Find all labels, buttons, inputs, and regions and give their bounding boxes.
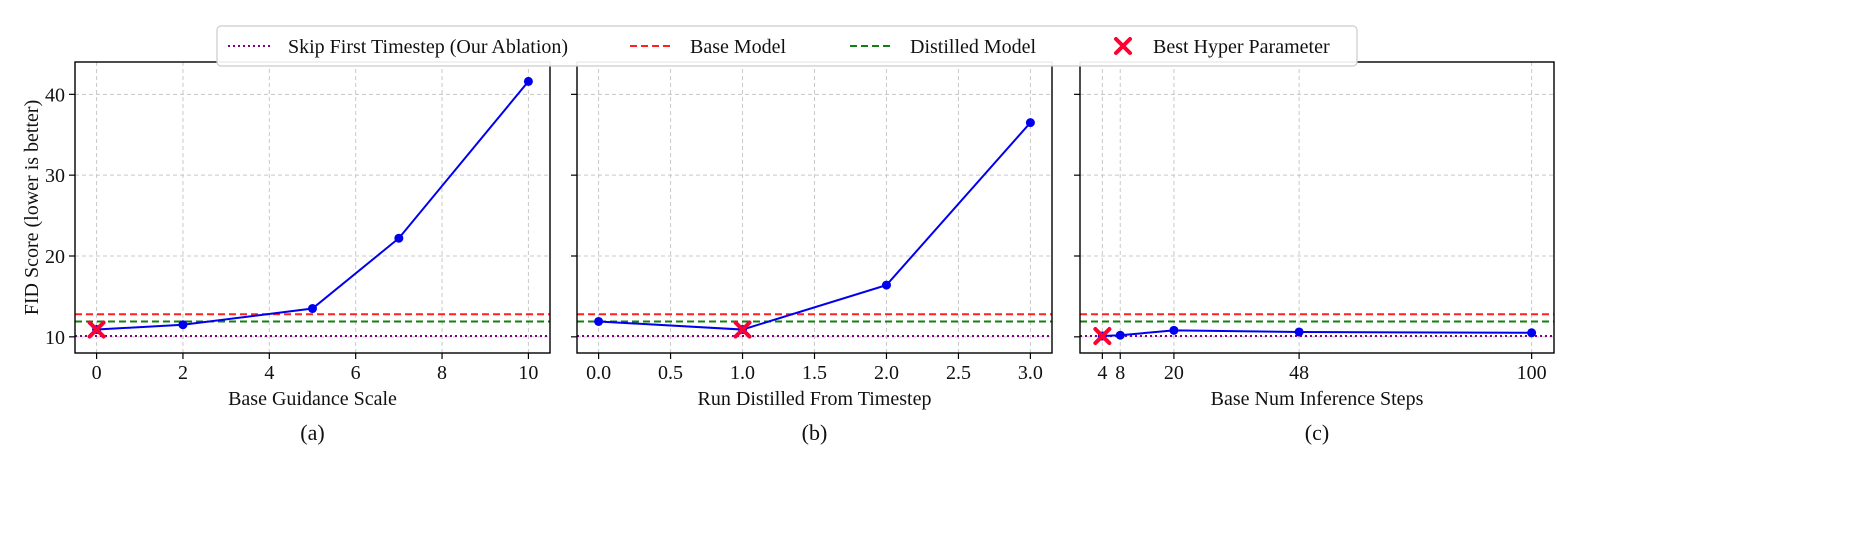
legend-label: Skip First Timestep (Our Ablation) xyxy=(288,36,568,58)
best-marker-stroke xyxy=(733,320,752,339)
best-hyper-parameter-marker xyxy=(1093,327,1112,346)
data-point xyxy=(1527,328,1537,338)
series-line xyxy=(598,121,1032,331)
x-tick-label: 6 xyxy=(351,362,361,384)
legend-label: Best Hyper Parameter xyxy=(1153,36,1330,58)
x-tick-label: 0.5 xyxy=(658,362,683,384)
x-tick-label: 0 xyxy=(92,362,102,384)
data-point xyxy=(1025,118,1035,128)
panel-a: 0 2 4 6 8 10 10 20 30 40 Base Guidance Scale (a) FID… xyxy=(21,61,551,445)
x-axis-label: Run Distilled From Timestep xyxy=(698,388,932,410)
panel-caption: (b) xyxy=(802,420,828,445)
data-point xyxy=(1169,325,1179,335)
data-point xyxy=(881,280,891,290)
data-point xyxy=(1294,327,1304,337)
y-tick-label: 40 xyxy=(45,84,65,106)
x-tick-label: 48 xyxy=(1289,362,1309,384)
x-tick-label: 8 xyxy=(437,362,447,384)
x-tick-label: 1.5 xyxy=(802,362,827,384)
legend-item-3: Best Hyper Parameter xyxy=(1114,36,1330,58)
y-tick-label: 30 xyxy=(45,165,65,187)
x-tick-label: 3.0 xyxy=(1018,362,1043,384)
legend-item-1: Base Model xyxy=(630,36,787,58)
data-point xyxy=(394,233,404,243)
legend-item-0: Skip First Timestep (Our Ablation) xyxy=(228,36,568,58)
data-point xyxy=(308,304,317,314)
x-tick-label: 20 xyxy=(1164,362,1184,384)
data-point xyxy=(178,320,188,330)
x-tick-label: 100 xyxy=(1517,362,1547,384)
chart-panels: 0 2 4 6 8 10 10 20 30 40 Base Guidance Scale (a) FID… xyxy=(21,61,1555,445)
data-point xyxy=(594,316,604,326)
series-line xyxy=(96,80,530,331)
best-marker-stroke xyxy=(87,320,106,339)
panel-caption: (a) xyxy=(300,420,324,445)
x-tick-label: 2 xyxy=(178,362,188,384)
x-axis-label: Base Guidance Scale xyxy=(228,388,397,410)
x-axis-label: Base Num Inference Steps xyxy=(1211,388,1424,410)
x-tick-label: 8 xyxy=(1115,362,1125,384)
best-hyper-parameter-marker xyxy=(733,320,752,339)
legend-label: Base Model xyxy=(690,36,787,58)
panel-b: 0.0 0.5 1.0 1.5 2.0 2.5 3.0 Run Distilled From … xyxy=(571,61,1053,445)
legend-best-icon xyxy=(1114,37,1132,55)
legend: Skip First Timestep (Our Ablation) Base M… xyxy=(216,25,1358,67)
panel-caption: (c) xyxy=(1305,420,1329,445)
x-tick-label: 10 xyxy=(518,362,538,384)
y-axis-label: FID Score (lower is better) xyxy=(21,100,43,316)
y-tick-label: 10 xyxy=(45,327,65,349)
x-tick-label: 0.0 xyxy=(586,362,611,384)
legend-label: Distilled Model xyxy=(910,36,1037,58)
data-point xyxy=(523,76,533,86)
x-tick-label: 4 xyxy=(1097,362,1107,384)
best-hyper-parameter-marker xyxy=(87,320,106,339)
best-marker-stroke xyxy=(1093,327,1112,346)
data-point xyxy=(1115,330,1125,340)
x-tick-label: 2.0 xyxy=(874,362,899,384)
x-tick-label: 1.0 xyxy=(730,362,755,384)
panel-c: 4 8 20 48 100 Base Num Inference Steps (c) xyxy=(1074,61,1555,445)
y-tick-label: 20 xyxy=(45,246,65,268)
x-tick-label: 2.5 xyxy=(946,362,971,384)
legend-item-2: Distilled Model xyxy=(850,36,1037,58)
axes-frame xyxy=(1079,61,1555,354)
x-tick-label: 4 xyxy=(264,362,274,384)
legend-box xyxy=(216,25,1358,67)
